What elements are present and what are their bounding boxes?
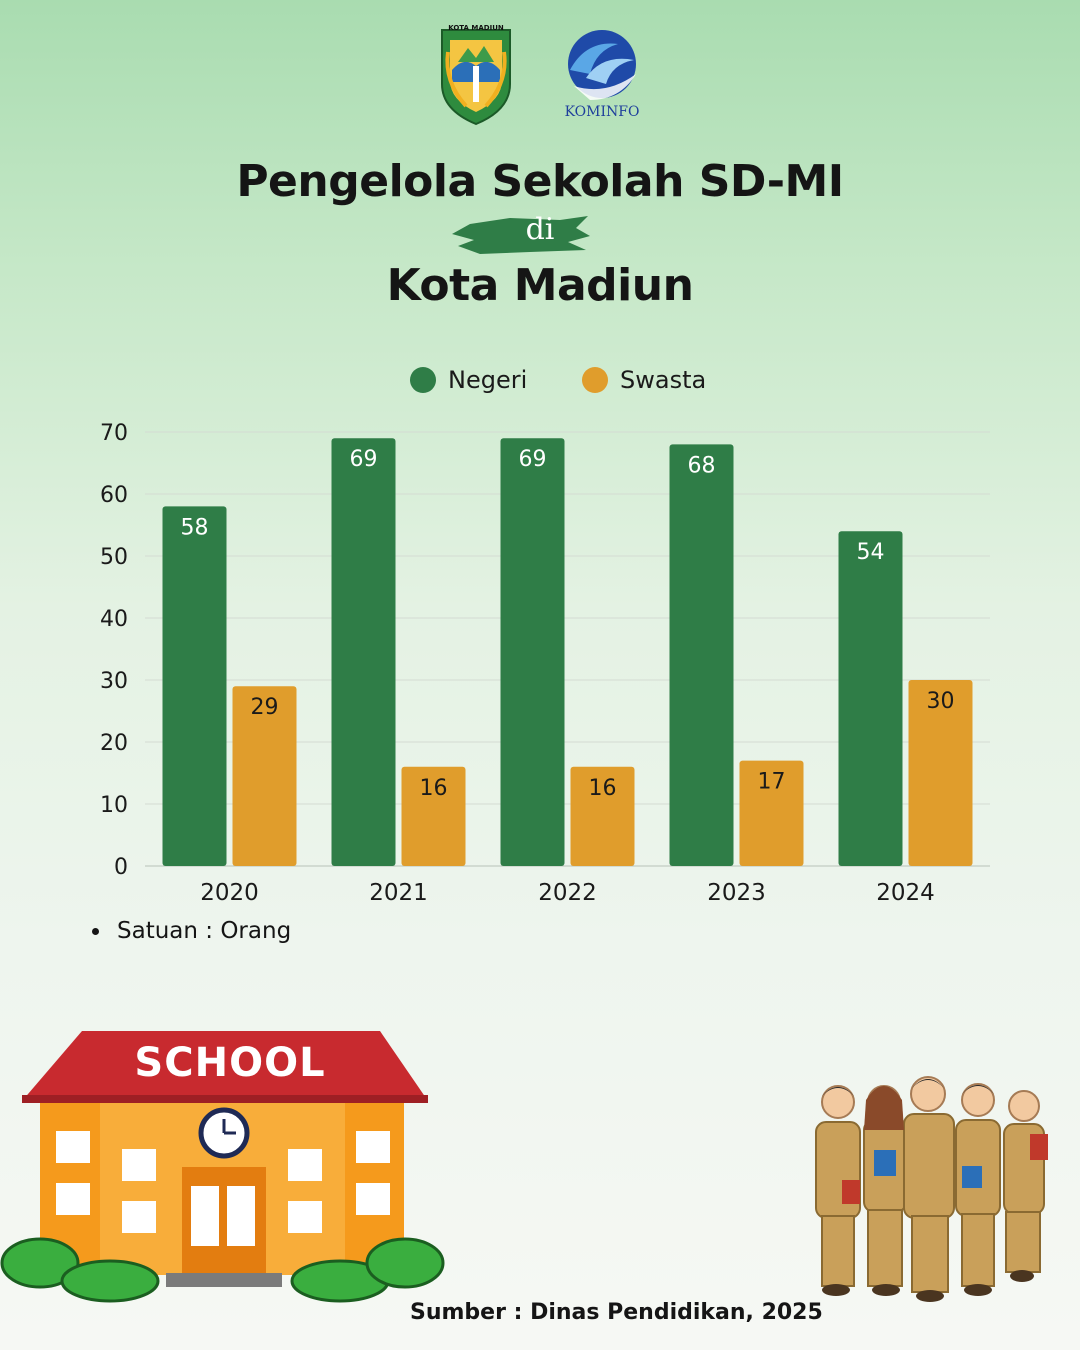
legend-item-swasta: Swasta: [582, 366, 706, 394]
data-label: 17: [758, 770, 786, 795]
data-label: 16: [589, 776, 617, 801]
bar-negeri-2022: [500, 438, 565, 866]
y-tick-label: 10: [100, 793, 128, 818]
legend-item-negeri: Negeri: [410, 366, 527, 394]
data-label: 29: [251, 695, 279, 720]
x-tick-label: 2022: [538, 880, 597, 906]
y-tick-label: 60: [100, 483, 128, 508]
kominfo-logo-text: KOMINFO: [564, 104, 640, 120]
data-label: 69: [350, 447, 378, 472]
legend-dot-negeri: [410, 367, 436, 393]
kominfo-logo: KOMINFO: [556, 26, 648, 126]
bar-negeri-2021: [331, 438, 396, 866]
data-label: 30: [927, 689, 955, 714]
x-tick-label: 2024: [876, 880, 935, 906]
brush-stroke-decoration: [452, 216, 590, 254]
school-building-illustration: [0, 1031, 445, 1303]
legend-dot-swasta: [582, 367, 608, 393]
note-bullet-icon: [92, 927, 99, 935]
unit-note: Satuan : Orang: [92, 918, 291, 944]
y-tick-label: 70: [100, 421, 128, 446]
bar-swasta-2024: [908, 680, 973, 866]
page-title-line2: Kota Madiun: [386, 260, 694, 311]
data-label: 54: [857, 540, 885, 565]
x-tick-label: 2023: [707, 880, 766, 906]
data-label: 68: [688, 453, 716, 478]
school-sign-text: SCHOOL: [134, 1040, 326, 1086]
bar-negeri-2020: [162, 506, 227, 866]
chart-legend: Negeri Swasta: [0, 366, 1080, 400]
kota-madiun-logo: KOTA MADIUN: [438, 22, 514, 126]
data-label: 69: [519, 447, 547, 472]
bar-swasta-2021: [401, 766, 466, 866]
y-tick-label: 0: [114, 855, 128, 880]
y-tick-label: 20: [100, 731, 128, 756]
bar-chart: 0 10 20 30 40 50 60 70 58 29 2020 69 16 2021 69 16 2022 6…: [100, 421, 990, 906]
kota-madiun-emblem-icon: [441, 29, 511, 126]
bar-negeri-2023: [669, 444, 734, 866]
y-tick-label: 30: [100, 669, 128, 694]
bar-swasta-2020: [232, 686, 297, 866]
bar-swasta-2022: [570, 766, 635, 866]
unit-note-text: Satuan : Orang: [117, 918, 292, 944]
x-tick-label: 2021: [369, 880, 428, 906]
data-label: 58: [181, 515, 209, 540]
y-tick-label: 50: [100, 545, 128, 570]
kota-madiun-logo-text: KOTA MADIUN: [448, 24, 504, 32]
y-tick-label: 40: [100, 607, 128, 632]
teachers-group-illustration: [815, 1076, 1048, 1302]
legend-label-negeri: Negeri: [448, 366, 528, 394]
bar-swasta-2023: [739, 760, 804, 866]
bar-negeri-2024: [838, 531, 903, 866]
kominfo-wave-icon: [568, 30, 636, 100]
source-text: Sumber : Dinas Pendidikan, 2025: [410, 1300, 823, 1325]
x-tick-label: 2020: [200, 880, 259, 906]
page-title-line1: Pengelola Sekolah SD-MI: [236, 156, 844, 207]
title-connector: di: [525, 212, 555, 247]
data-label: 16: [420, 776, 448, 801]
legend-label-swasta: Swasta: [620, 366, 707, 394]
